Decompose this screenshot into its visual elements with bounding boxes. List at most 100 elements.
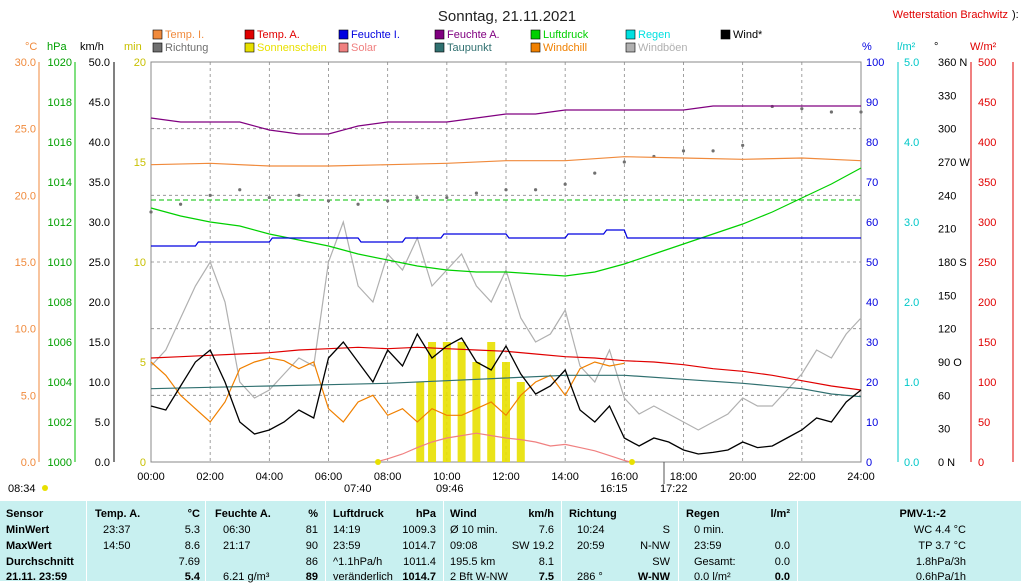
tick-wind: 35.0 [89, 177, 110, 189]
summary-value-press: 1009.3 [402, 524, 436, 536]
summary-pmv-value: TP 3.7 °C [918, 540, 966, 552]
tick-direction: 0 N [938, 457, 955, 469]
summary-row-label: MinWert [6, 524, 50, 536]
tick-temp: 20.0 [15, 190, 36, 202]
series-direction-point [178, 202, 183, 206]
x-tick-label: 00:00 [137, 471, 165, 483]
tick-solar: 450 [978, 97, 996, 109]
series-direction-point [326, 199, 331, 203]
legend-swatch [338, 29, 349, 40]
summary-unit-temp: °C [187, 508, 200, 520]
x-tick-label: 16:00 [611, 471, 639, 483]
legend-label: Regen [638, 29, 670, 41]
tick-pressure: 1016 [48, 137, 72, 149]
summary-value-hum: 89 [305, 571, 318, 583]
summary-value-dir: SW [652, 556, 670, 568]
axis-unit-pressure: hPa [47, 41, 67, 53]
series-feuchte-a [150, 105, 861, 135]
tick-pressure: 1000 [48, 457, 72, 469]
tick-direction: 360 N [938, 57, 967, 69]
series-temp-a [150, 346, 862, 391]
summary-unit-press: hPa [415, 508, 436, 520]
series-taupunkt [150, 374, 862, 398]
tick-solar: 300 [978, 217, 996, 229]
sun-marker-left [42, 485, 48, 491]
tick-sun: 5 [140, 357, 146, 369]
series-wind [150, 332, 862, 455]
legend-swatch [152, 29, 163, 40]
tick-pressure: 1018 [48, 97, 72, 109]
summary-pmv-value: 1.8hPa/3h [915, 556, 966, 568]
summary-row-label: Sensor [6, 508, 44, 520]
annotation-left-time: 08:34 [8, 483, 36, 495]
summary-cell-rain: Gesamt: [694, 556, 736, 568]
axis-unit-direction: ° [934, 41, 938, 53]
series-direction-point [386, 199, 390, 203]
x-tick-label: 20:00 [729, 471, 757, 483]
legend-swatch [625, 42, 636, 53]
tick-rain: 3.0 [904, 217, 919, 229]
summary-value-press: 1014.7 [402, 571, 436, 583]
summary-value-hum: 86 [305, 556, 318, 568]
series-windchill [150, 357, 625, 423]
legend-swatch [338, 42, 349, 53]
series-sunshine-bar [516, 382, 525, 462]
summary-row-label: MaxWert [6, 540, 52, 552]
x-tick-label: 02:00 [196, 471, 224, 483]
tick-pressure: 1006 [48, 337, 72, 349]
summary-value-dir: W-NW [637, 571, 670, 583]
summary-value-wind: 8.1 [538, 556, 554, 568]
summary-value-press: 1014.7 [402, 540, 436, 552]
summary-cell-hum: 06:30 [223, 524, 251, 536]
axis-unit-wind: km/h [80, 41, 104, 53]
tick-solar: 400 [978, 137, 996, 149]
summary-pmv-value: 0.6hPa/1h [915, 571, 966, 583]
summary-head-hum: Feuchte A. [215, 508, 271, 520]
summary-head-rain: Regen [686, 508, 720, 520]
series-feuchte-i [151, 229, 861, 247]
tick-pressure: 1014 [48, 177, 72, 189]
series-sunshine-bar [442, 342, 451, 462]
summary-cell-wind: Ø 10 min. [450, 524, 498, 536]
tick-pressure: 1020 [48, 57, 72, 69]
legend-swatch [530, 42, 541, 53]
chart-title: Sonntag, 21.11.2021 [438, 8, 576, 25]
time-annotations: 08:34 07:40 09:46 16:15 17:22 [8, 459, 688, 495]
tick-solar: 100 [978, 377, 996, 389]
x-tick-label: 08:00 [374, 471, 402, 483]
summary-value-wind: 7.5 [538, 571, 554, 583]
legend-label: Luftdruck [543, 29, 589, 41]
tick-direction: 240 [938, 190, 956, 202]
legend-label: Solar [351, 42, 377, 54]
summary-value-dir: N-NW [640, 540, 670, 552]
axis-unit-solar: W/m² [970, 41, 997, 53]
x-tick-label: 12:00 [492, 471, 520, 483]
annotation-sunset: 16:15 [600, 483, 628, 495]
tick-wind: 25.0 [89, 257, 110, 269]
tick-solar: 250 [978, 257, 996, 269]
legend-label: Richtung [165, 42, 208, 54]
summary-row-label: 21.11. 23:59 [6, 571, 68, 583]
legend-swatch [434, 42, 445, 53]
tick-direction: 30 [938, 424, 950, 436]
tick-direction: 150 [938, 290, 956, 302]
summary-unit-rain: l/m² [770, 508, 790, 520]
tick-solar: 150 [978, 337, 996, 349]
summary-pmv-value: WC 4.4 °C [913, 524, 966, 536]
tick-direction: 60 [938, 390, 950, 402]
summary-value-temp: 7.69 [178, 556, 200, 568]
tick-wind: 30.0 [89, 217, 110, 229]
series-direction-point [267, 195, 271, 200]
summary-value-rain: 0.0 [774, 556, 790, 568]
legend: Temp. I. Temp. A. Feuchte I. Feuchte A. Luft… [152, 29, 763, 54]
summary-cell-rain: 0 min. [694, 524, 724, 536]
summary-value-hum: 81 [305, 524, 318, 536]
summary-value-dir: S [662, 524, 670, 536]
tick-rain: 4.0 [904, 137, 919, 149]
x-tick-label: 18:00 [670, 471, 698, 483]
series-direction-point [445, 195, 449, 200]
tick-pressure: 1002 [48, 417, 72, 429]
legend-label: Windchill [543, 42, 587, 54]
annotation-noon: 09:46 [436, 483, 464, 495]
tick-rain: 1.0 [904, 377, 919, 389]
